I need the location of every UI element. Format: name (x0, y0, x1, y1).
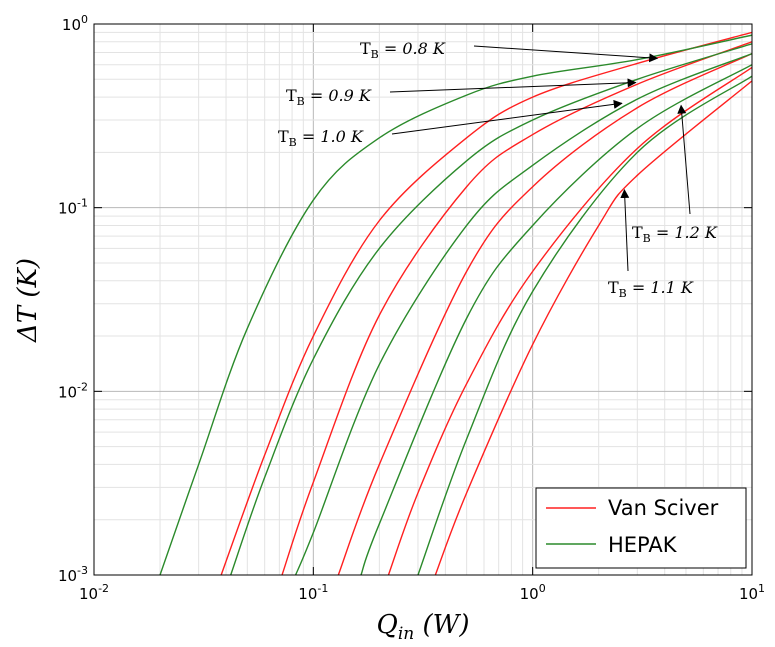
annotation-label: TB = 1.2 K (632, 223, 718, 245)
y-tick-label: 10-2 (58, 380, 88, 401)
series-line-hepak (159, 34, 752, 575)
x-axis-title: Qin (W) (377, 610, 470, 644)
plot-frame (93, 23, 753, 576)
series-line-van-sciver (281, 41, 752, 575)
x-tick-label: 10-2 (79, 582, 109, 603)
annotation-arrow (620, 188, 630, 272)
annotation-label: TB = 1.1 K (608, 278, 694, 300)
annotation-label: TB = 0.8 K (360, 39, 446, 61)
annotation-arrow (677, 104, 691, 215)
legend: Van Sciver HEPAK (535, 487, 747, 569)
series-line-van-sciver (434, 80, 752, 575)
annotations: TB = 0.8 K TB = 0.9 K TB = 1.0 K TB = 1.2 K… (278, 39, 718, 300)
series-layer (159, 31, 752, 575)
series-line-hepak (294, 52, 752, 575)
series-line-hepak (230, 43, 752, 575)
x-tick-label: 100 (520, 582, 546, 603)
grid (94, 24, 752, 575)
y-axis-title: ΔT (K) (13, 258, 43, 343)
series-line-hepak (417, 75, 752, 575)
x-tick-label: 10-1 (298, 582, 328, 603)
legend-box (535, 487, 747, 569)
annotation-arrow (473, 45, 659, 63)
annotation-label: TB = 0.9 K (286, 86, 372, 108)
plot-background (94, 24, 752, 575)
annotation-arrow (389, 78, 637, 93)
series-line-hepak (360, 64, 752, 575)
annotation-arrow (391, 99, 623, 135)
y-tick-label: 10-3 (58, 564, 88, 585)
x-tick-label: 101 (739, 582, 765, 603)
legend-label-van-sciver: Van Sciver (608, 496, 719, 520)
annotation-label: TB = 1.0 K (278, 127, 364, 149)
y-tick-label: 100 (62, 13, 88, 34)
series-line-van-sciver (387, 66, 752, 575)
legend-label-hepak: HEPAK (608, 533, 678, 557)
series-line-van-sciver (220, 31, 752, 575)
y-tick-label: 10-1 (58, 197, 88, 218)
series-line-van-sciver (337, 52, 752, 575)
